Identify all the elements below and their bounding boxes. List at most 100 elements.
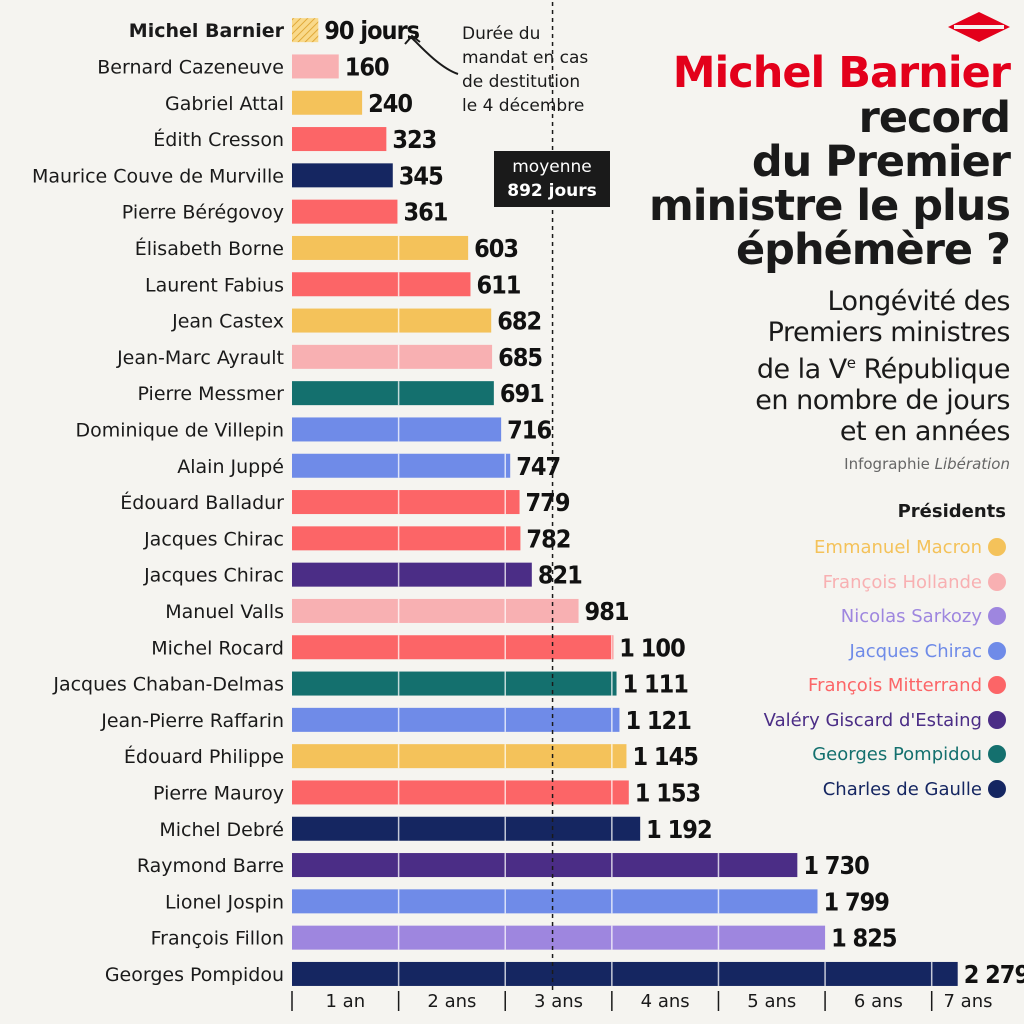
bar-value-label: 1 730	[803, 851, 869, 880]
bar	[292, 235, 469, 260]
title-highlight: Michel Barnier	[672, 48, 1011, 98]
pm-name-label: Édouard Philippe	[124, 745, 284, 768]
bar-row: Raymond Barre 1 730	[137, 851, 870, 880]
title-line: ministre le plus	[649, 181, 1011, 231]
subtitle-part: de la V	[756, 354, 847, 385]
bar-row: François Fillon 1 825	[151, 924, 898, 953]
bar	[292, 598, 579, 623]
bar-value-label: 160	[345, 52, 389, 81]
bar-value-label: 691	[500, 379, 544, 408]
pm-name-label: Jacques Chirac	[143, 565, 284, 587]
bar	[292, 381, 494, 406]
bar	[292, 671, 617, 696]
legend-color-dot	[988, 538, 1006, 556]
legend: Présidents Emmanuel Macron François Holla…	[746, 501, 1006, 807]
bar	[292, 199, 398, 224]
legend-label: Valéry Giscard d'Estaing	[763, 709, 982, 731]
bar-value-label: 2 279	[964, 960, 1024, 989]
annotation-arrow	[404, 34, 459, 75]
pm-name-label: Gabriel Attal	[165, 93, 284, 115]
legend-title: Présidents	[897, 501, 1006, 522]
pm-name-label: Édith Cresson	[153, 128, 284, 151]
pm-name-label: Michel Barnier	[129, 20, 285, 42]
bar	[292, 526, 521, 551]
legend-item: Charles de Gaulle	[746, 773, 1006, 808]
bar-value-label: 821	[538, 561, 582, 590]
bar-row: Jacques Chaban-Delmas 1 111	[52, 670, 689, 699]
subtitle-line: Longévité des	[827, 286, 1010, 317]
bar	[292, 635, 614, 660]
annotation-line: le 4 décembre	[462, 96, 585, 116]
legend-item: Georges Pompidou	[746, 738, 1006, 773]
bar	[292, 127, 387, 152]
credit-source: Libération	[934, 455, 1010, 473]
bar-value-label: 747	[516, 452, 560, 481]
bar-value-label: 1 799	[823, 887, 889, 916]
title-block: Michel Barnier record du Premier ministr…	[590, 14, 1011, 473]
legend-color-dot	[988, 710, 1006, 729]
bar-value-label: 981	[585, 597, 629, 626]
bar-row: Jacques Chirac 821	[143, 561, 583, 590]
bar	[292, 344, 493, 369]
pm-name-label: Michel Rocard	[151, 637, 284, 659]
bar-row: Jacques Chirac 782	[143, 524, 571, 553]
bar-row: Édouard Philippe 1 145	[124, 742, 699, 771]
bar-value-label: 716	[507, 415, 551, 444]
bar-row: Laurent Fabius 611	[145, 270, 522, 299]
bar	[292, 707, 620, 732]
bar-value-label: 345	[399, 161, 443, 190]
legend-label: Georges Pompidou	[812, 744, 982, 765]
bar	[292, 780, 629, 805]
average-value: 892 jours	[507, 181, 597, 201]
pm-name-label: Jacques Chirac	[143, 528, 284, 550]
subtitle-line: Premiers ministres	[767, 317, 1011, 348]
bar-row: Alain Juppé 747	[177, 452, 561, 481]
pm-name-label: Jean-Marc Ayrault	[116, 347, 284, 369]
axis-tick-label: 3 ans	[534, 991, 583, 1012]
pm-name-label: Michel Debré	[159, 819, 284, 841]
bar	[292, 889, 818, 914]
bar-value-label: 782	[526, 524, 570, 553]
bar-value-label: 1 145	[632, 742, 698, 771]
bar	[292, 453, 511, 478]
title-line: éphémère ?	[736, 225, 1011, 275]
bar-row: Élisabeth Borne 603	[135, 234, 519, 263]
legend-label: Jacques Chirac	[849, 640, 982, 662]
bar	[292, 18, 319, 43]
annotation-line: mandat en cas	[462, 48, 589, 68]
bar-value-label: 779	[526, 488, 570, 517]
axis-tick-label: 5 ans	[747, 991, 796, 1012]
bars-layer: Michel Barnier 90 jours Bernard Cazeneuve 1…	[32, 16, 1024, 989]
pm-name-label: Jean-Pierre Raffarin	[100, 710, 284, 732]
bar-value-label: 323	[392, 125, 436, 154]
axis-tick-label: 4 ans	[641, 991, 690, 1012]
bar-row: Manuel Valls 981	[165, 597, 630, 626]
bar-value-label: 1 111	[623, 670, 689, 699]
liberation-logo-icon	[948, 12, 1010, 42]
legend-item: Emmanuel Macron	[746, 531, 1006, 566]
subtitle-line: en nombre de jours	[755, 385, 1010, 416]
legend-label: Nicolas Sarkozy	[840, 606, 982, 627]
pm-name-label: Laurent Fabius	[145, 274, 284, 296]
title-line: du Premier	[751, 137, 1011, 187]
annotation-line: Durée du	[462, 24, 541, 44]
legend-item: François Mitterrand	[746, 669, 1006, 704]
bar-value-label: 611	[476, 270, 520, 299]
bar	[292, 417, 502, 442]
bar-value-label: 685	[498, 343, 542, 372]
bar-row: Jean-Pierre Raffarin 1 121	[100, 706, 692, 735]
legend-items: Emmanuel Macron François Hollande Nicolas …	[746, 531, 1006, 807]
axis-tick-label: 6 ans	[854, 991, 903, 1012]
legend-color-dot	[988, 779, 1006, 798]
bar-row: Édouard Balladur 779	[120, 488, 571, 517]
legend-color-dot	[988, 676, 1006, 694]
bar-value-label: 361	[403, 198, 447, 227]
bar-row: Dominique de Villepin 716	[76, 415, 553, 444]
legend-color-dot	[988, 572, 1006, 591]
pm-name-label: Édouard Balladur	[120, 491, 284, 514]
pm-name-label: Pierre Messmer	[138, 383, 285, 405]
average-box: moyenne 892 jours	[494, 151, 610, 207]
bar-row: Pierre Mauroy 1 153	[153, 778, 701, 807]
bar-value-label: 682	[497, 307, 541, 336]
bar-row: Maurice Couve de Murville 345	[32, 161, 444, 190]
